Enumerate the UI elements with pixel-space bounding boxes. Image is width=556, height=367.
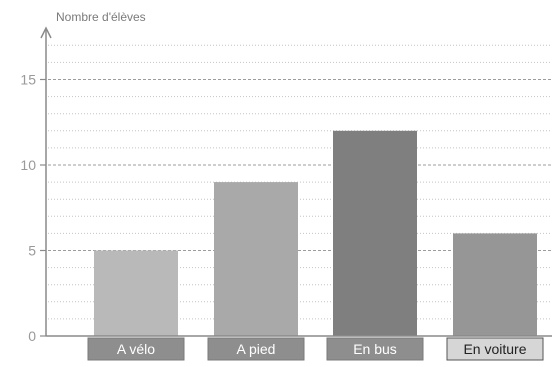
category-label-box bbox=[446, 337, 544, 361]
bars bbox=[94, 130, 537, 336]
y-axis-arrow bbox=[40, 26, 52, 39]
bar bbox=[214, 182, 298, 336]
y-ticks: 0 5 10 15 bbox=[20, 72, 46, 344]
y-tick-label: 15 bbox=[20, 72, 36, 88]
category-label: En bus bbox=[353, 341, 397, 357]
y-tick-label: 0 bbox=[28, 328, 36, 344]
category-label-box bbox=[326, 337, 424, 361]
category-labels: A vélo A pied En bus En voiture bbox=[87, 337, 544, 361]
y-tick-label: 5 bbox=[28, 243, 36, 259]
category-label-box bbox=[207, 337, 305, 361]
y-tick-label: 10 bbox=[20, 157, 36, 173]
category-label: A pied bbox=[237, 341, 276, 357]
y-axis-label: Nombre d'élèves bbox=[56, 10, 146, 24]
bar bbox=[94, 250, 178, 336]
bar bbox=[333, 130, 417, 336]
axes bbox=[40, 26, 552, 337]
bar bbox=[453, 233, 537, 336]
category-label: A vélo bbox=[117, 341, 155, 357]
category-label: En voiture bbox=[463, 341, 526, 357]
category-label-box bbox=[87, 337, 185, 361]
